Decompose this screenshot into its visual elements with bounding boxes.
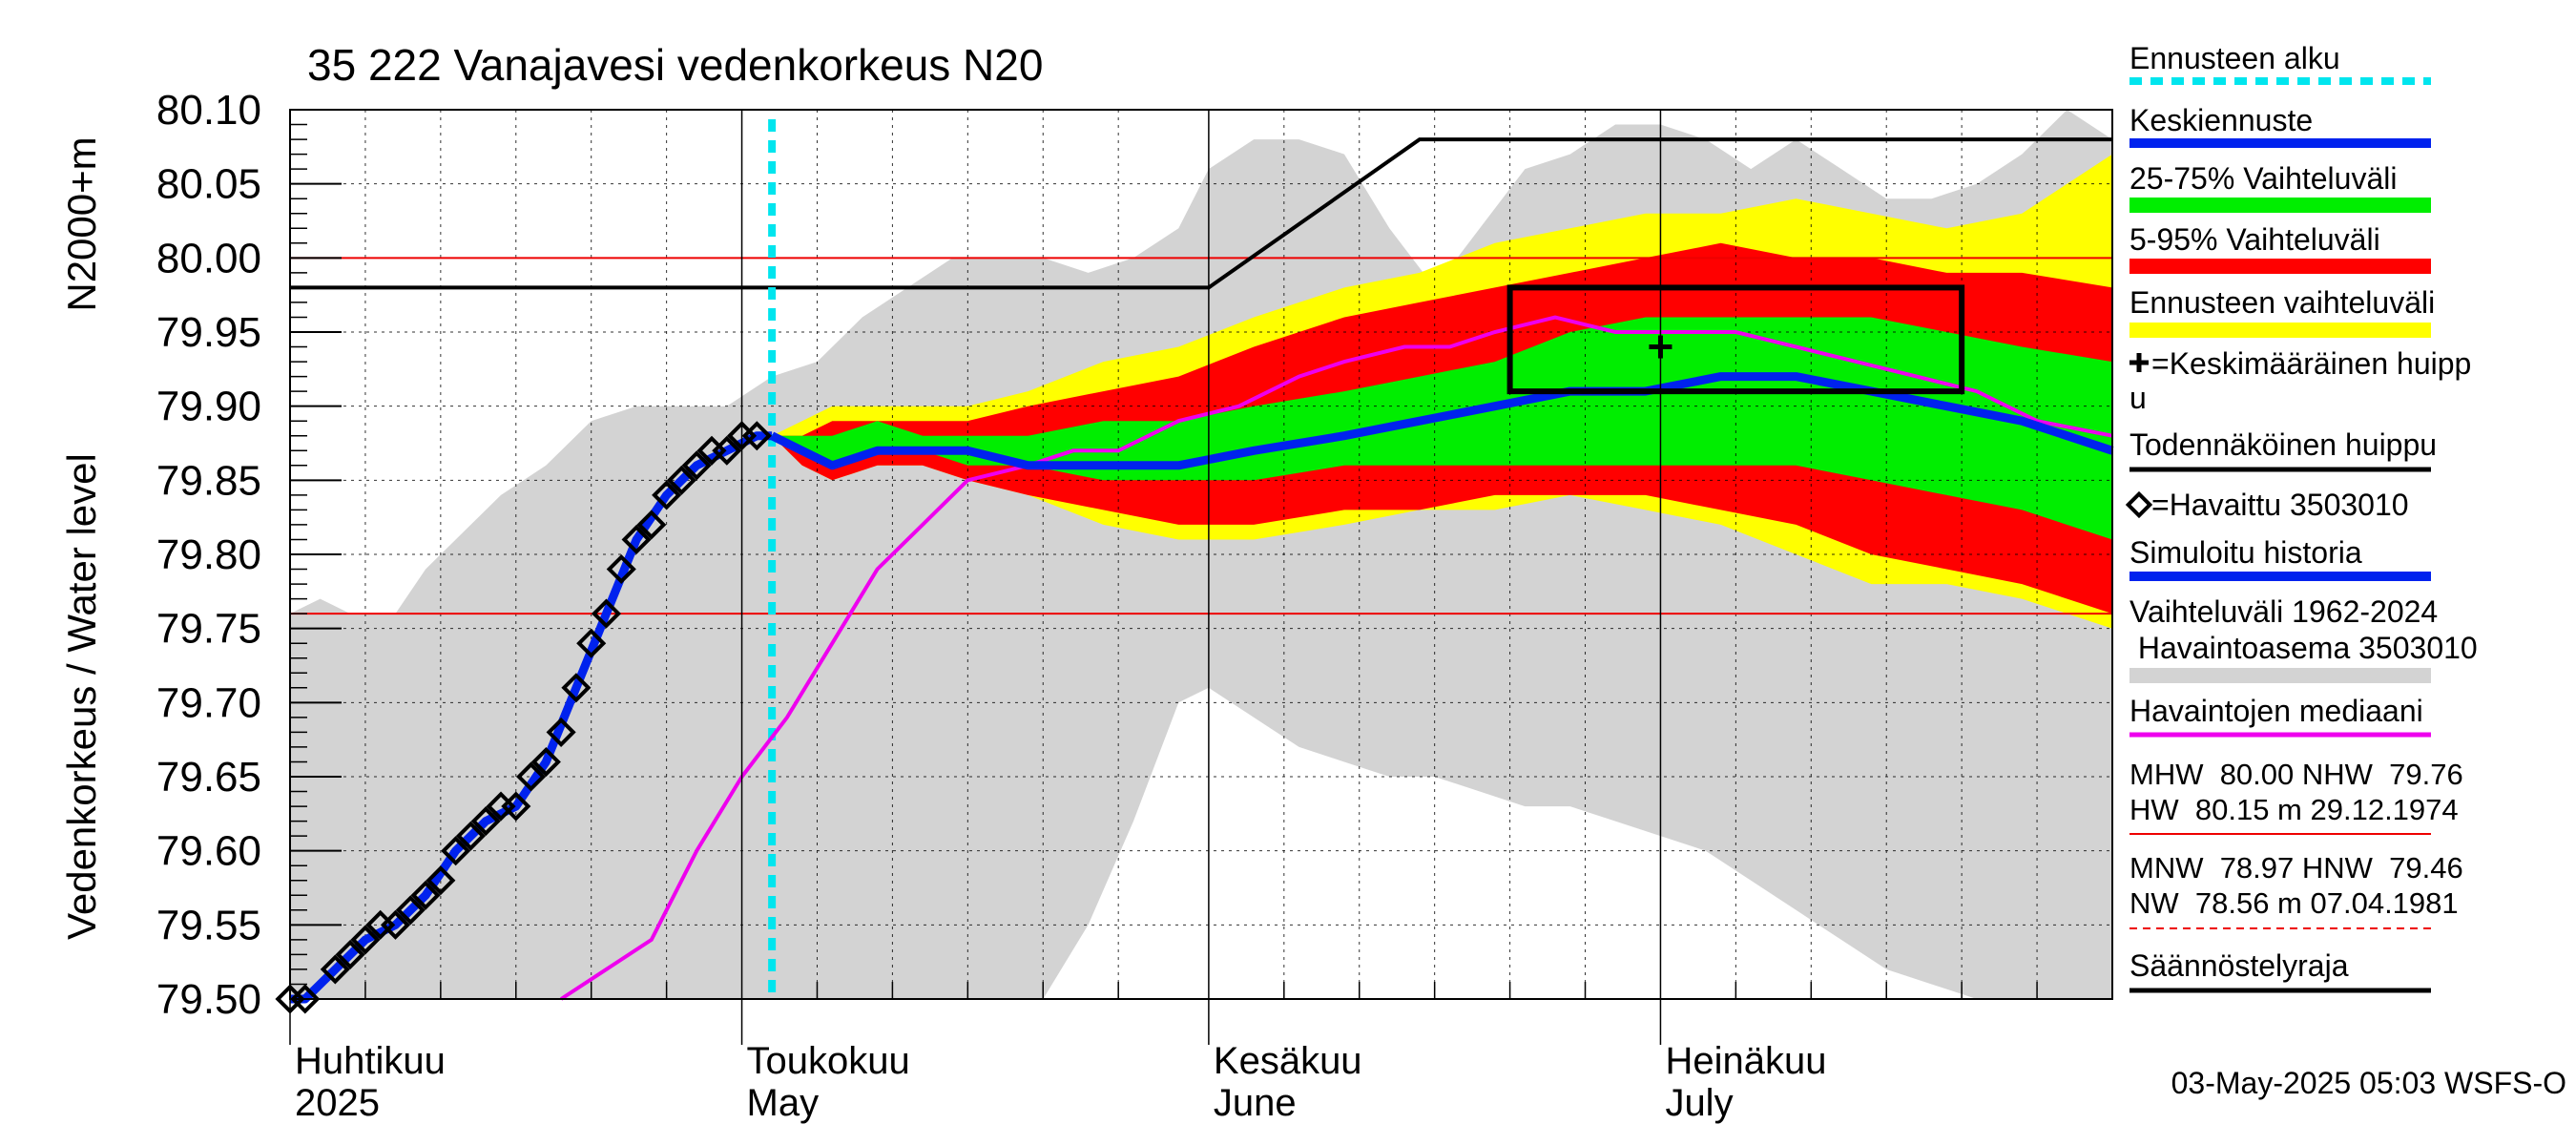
observed-point bbox=[712, 435, 742, 466]
observed-point bbox=[380, 909, 411, 940]
legend-regulation-label: Säännöstelyraja bbox=[2129, 948, 2349, 983]
legend-historical-range-swatch bbox=[2129, 668, 2431, 683]
observed-point bbox=[591, 598, 622, 629]
regulation-limit-line bbox=[290, 137, 2112, 290]
y-tick-label: 80.10 bbox=[156, 87, 261, 134]
observed-point bbox=[290, 984, 321, 1014]
legend-stats-high-line2: HW 80.15 m 29.12.1974 bbox=[2129, 793, 2459, 826]
legend-stats-high-line1: MHW 80.00 NHW 79.76 bbox=[2129, 758, 2463, 791]
legend-simulated-label: Simuloitu historia bbox=[2129, 535, 2362, 570]
legend-range-25-75-label: 25-75% Vaihteluväli bbox=[2129, 161, 2397, 196]
median-observed-line bbox=[560, 315, 2113, 1001]
grid-layer bbox=[290, 109, 2112, 1000]
observed-point bbox=[275, 984, 305, 1014]
y-tick-label: 79.50 bbox=[156, 976, 261, 1023]
legend-stats-low-line1: MNW 78.97 HNW 79.46 bbox=[2129, 851, 2463, 885]
legend-forecast-range-swatch bbox=[2129, 323, 2431, 338]
observed-point bbox=[350, 925, 381, 955]
month-label-en: 2025 bbox=[295, 1082, 380, 1124]
observed-point bbox=[320, 954, 350, 985]
y-tick-label: 79.70 bbox=[156, 679, 261, 726]
month-label: Heinäkuu bbox=[1665, 1040, 1826, 1082]
y-axis: 80.10 80.05 80.00 79.95 79.90 79.85 79.80 79.75… bbox=[156, 87, 342, 1023]
y-tick-label: 79.95 bbox=[156, 309, 261, 356]
timestamp: 03-May-2025 05:03 WSFS-O bbox=[2171, 1066, 2566, 1100]
legend-range-5-95-label: 5-95% Vaihteluväli bbox=[2129, 222, 2380, 257]
observed-point bbox=[726, 421, 758, 451]
markers-layer bbox=[275, 284, 1965, 1014]
observed-point bbox=[561, 673, 592, 703]
observed-point bbox=[395, 895, 426, 926]
observed-point bbox=[546, 717, 576, 747]
plot-area bbox=[275, 109, 2114, 1014]
chart-title: 35 222 Vanajavesi vedenkorkeus N20 bbox=[307, 40, 1043, 90]
legend-mean-peak-label-cont: u bbox=[2129, 381, 2147, 415]
y-tick-label: 79.85 bbox=[156, 457, 261, 504]
observed-point bbox=[516, 761, 547, 792]
y-tick-label: 80.00 bbox=[156, 235, 261, 281]
observed-point bbox=[576, 628, 607, 658]
observed-point bbox=[621, 524, 652, 555]
observed-point bbox=[666, 465, 696, 495]
month-label: Toukokuu bbox=[747, 1040, 910, 1082]
y-tick-label: 79.75 bbox=[156, 606, 261, 653]
legend-observed-label: =Havaittu 3503010 bbox=[2151, 488, 2409, 522]
observed-point bbox=[696, 435, 727, 466]
legend-forecast-start-label: Ennusteen alku bbox=[2129, 41, 2340, 75]
observed-point bbox=[652, 480, 682, 510]
observed-point bbox=[470, 806, 501, 837]
observed-point bbox=[501, 791, 531, 822]
observed-point bbox=[426, 865, 456, 896]
month-label: Huhtikuu bbox=[295, 1040, 446, 1082]
legend: Ennusteen alku Keskiennuste 25-75% Vaiht… bbox=[2125, 41, 2478, 993]
observed-point bbox=[530, 746, 561, 778]
legend-probable-peak-label: Todennäköinen huippu bbox=[2129, 427, 2437, 462]
observed-point bbox=[606, 553, 636, 585]
observed-point bbox=[486, 791, 516, 822]
y-tick-label: 79.60 bbox=[156, 828, 261, 875]
y-tick-label: 79.55 bbox=[156, 902, 261, 948]
observed-point bbox=[365, 909, 396, 940]
legend-mean-peak-marker bbox=[2129, 353, 2149, 372]
y-tick-label: 80.05 bbox=[156, 161, 261, 208]
observed-point bbox=[636, 510, 667, 540]
legend-mean-forecast-label: Keskiennuste bbox=[2129, 103, 2313, 137]
y-axis-label-outer: Vedenkorkeus / Water level bbox=[59, 453, 104, 940]
observed-point bbox=[441, 836, 471, 866]
legend-median-label: Havaintojen mediaani bbox=[2129, 694, 2423, 728]
legend-stats-low-line2: NW 78.56 m 07.04.1981 bbox=[2129, 886, 2459, 920]
y-tick-label: 79.80 bbox=[156, 531, 261, 578]
observed-point bbox=[681, 450, 712, 481]
observed-point bbox=[741, 421, 772, 451]
mean-forecast-line bbox=[770, 372, 2114, 470]
probable-peak-box bbox=[1506, 284, 1965, 395]
legend-range-25-75-swatch bbox=[2129, 198, 2431, 213]
legend-historical-range-label: Vaihteluväli 1962-2024 bbox=[2129, 594, 2438, 629]
observed-point bbox=[455, 821, 486, 851]
y-axis-label-inner: N2000+m bbox=[59, 136, 104, 311]
observed-point bbox=[410, 880, 441, 910]
series-lines-layer bbox=[290, 119, 2114, 1004]
legend-range-5-95-swatch bbox=[2129, 259, 2431, 274]
observed-point bbox=[335, 939, 365, 969]
month-label-en: May bbox=[747, 1082, 820, 1124]
y-tick-label: 79.65 bbox=[156, 754, 261, 801]
y-tick-label: 79.90 bbox=[156, 384, 261, 430]
legend-observed-marker bbox=[2125, 490, 2153, 519]
legend-historical-station-label: Havaintoasema 3503010 bbox=[2129, 631, 2478, 665]
legend-mean-peak-label: =Keskimääräinen huipp bbox=[2151, 346, 2471, 381]
month-label: Kesäkuu bbox=[1214, 1040, 1362, 1082]
month-label-en: July bbox=[1665, 1082, 1733, 1124]
legend-forecast-range-label: Ennusteen vaihteluväli bbox=[2129, 285, 2435, 320]
month-label-en: June bbox=[1214, 1082, 1297, 1124]
